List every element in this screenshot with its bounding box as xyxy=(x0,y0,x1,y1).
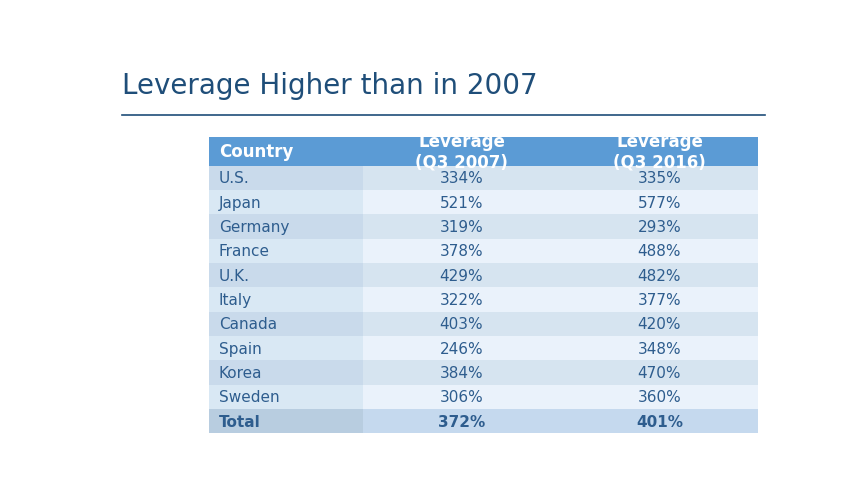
Text: 470%: 470% xyxy=(638,365,682,380)
Bar xyxy=(362,264,561,288)
Text: Sweden: Sweden xyxy=(219,390,279,405)
Bar xyxy=(208,166,362,190)
Bar xyxy=(362,288,561,312)
Text: Spain: Spain xyxy=(219,341,261,356)
Text: Italy: Italy xyxy=(219,293,252,307)
Text: Germany: Germany xyxy=(219,219,289,234)
Text: 378%: 378% xyxy=(439,244,484,259)
Text: Total: Total xyxy=(219,414,260,429)
Text: 420%: 420% xyxy=(638,317,682,332)
Text: 335%: 335% xyxy=(638,171,682,186)
Bar xyxy=(561,312,759,336)
Bar xyxy=(208,409,362,433)
Text: France: France xyxy=(219,244,270,259)
Text: U.K.: U.K. xyxy=(219,268,250,283)
Bar xyxy=(561,166,759,190)
Bar xyxy=(561,288,759,312)
Text: 360%: 360% xyxy=(638,390,682,405)
Bar xyxy=(561,409,759,433)
Text: 577%: 577% xyxy=(638,195,682,210)
Bar xyxy=(362,137,561,166)
Bar xyxy=(561,215,759,239)
Bar xyxy=(208,336,362,361)
Bar xyxy=(208,361,362,385)
Text: 334%: 334% xyxy=(439,171,484,186)
Bar xyxy=(208,137,362,166)
Bar xyxy=(561,239,759,264)
Bar xyxy=(208,312,362,336)
Bar xyxy=(208,215,362,239)
Text: 306%: 306% xyxy=(439,390,484,405)
Bar xyxy=(561,385,759,409)
Bar xyxy=(362,361,561,385)
Bar xyxy=(362,190,561,215)
Bar xyxy=(208,288,362,312)
Bar xyxy=(362,312,561,336)
Bar xyxy=(362,215,561,239)
Bar xyxy=(208,264,362,288)
Text: 482%: 482% xyxy=(638,268,682,283)
Text: 319%: 319% xyxy=(439,219,484,234)
Text: Japan: Japan xyxy=(219,195,261,210)
Text: 377%: 377% xyxy=(638,293,682,307)
Text: 246%: 246% xyxy=(439,341,484,356)
Text: 521%: 521% xyxy=(439,195,484,210)
Text: Leverage Higher than in 2007: Leverage Higher than in 2007 xyxy=(121,72,537,100)
Bar xyxy=(362,409,561,433)
Bar xyxy=(362,385,561,409)
Text: 488%: 488% xyxy=(638,244,682,259)
Bar xyxy=(561,137,759,166)
Text: 401%: 401% xyxy=(636,414,683,429)
Bar xyxy=(362,239,561,264)
Text: Korea: Korea xyxy=(219,365,262,380)
Bar xyxy=(561,264,759,288)
Text: 372%: 372% xyxy=(438,414,485,429)
Bar xyxy=(208,239,362,264)
Bar xyxy=(362,166,561,190)
Bar xyxy=(208,190,362,215)
Bar xyxy=(561,336,759,361)
Text: 322%: 322% xyxy=(439,293,484,307)
Bar xyxy=(362,336,561,361)
Text: 429%: 429% xyxy=(439,268,484,283)
Text: U.S.: U.S. xyxy=(219,171,249,186)
Text: Leverage
(Q3 2016): Leverage (Q3 2016) xyxy=(613,132,706,171)
Text: 384%: 384% xyxy=(439,365,484,380)
Text: Leverage
(Q3 2007): Leverage (Q3 2007) xyxy=(415,132,508,171)
Text: 348%: 348% xyxy=(638,341,682,356)
Text: Country: Country xyxy=(219,143,293,161)
Text: Canada: Canada xyxy=(219,317,277,332)
Bar xyxy=(561,190,759,215)
Bar xyxy=(208,385,362,409)
Bar xyxy=(561,361,759,385)
Text: 293%: 293% xyxy=(638,219,682,234)
Text: 403%: 403% xyxy=(439,317,484,332)
